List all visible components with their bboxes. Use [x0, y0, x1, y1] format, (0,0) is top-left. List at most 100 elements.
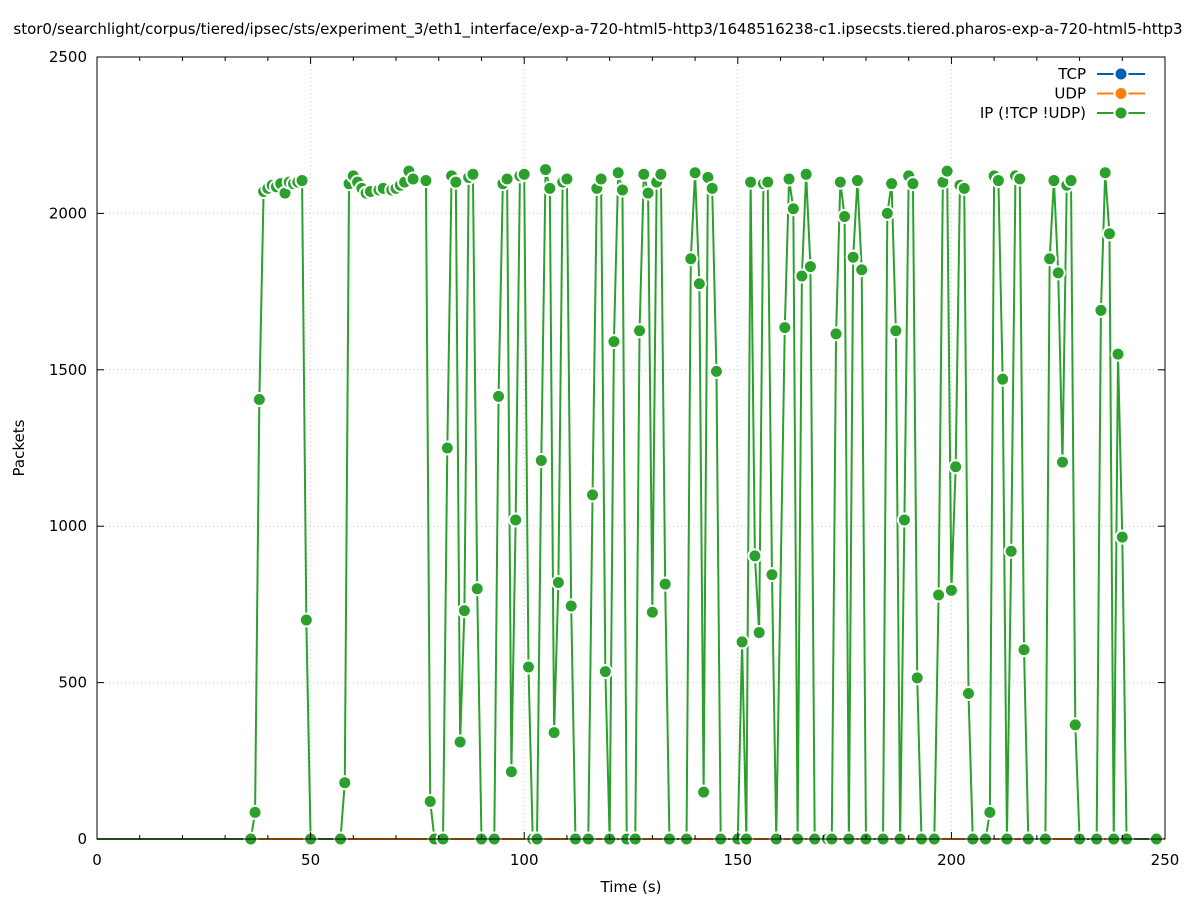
data-point: [657, 576, 673, 592]
y-tick-label: 2000: [49, 204, 87, 222]
data-point: [837, 209, 853, 225]
data-point: [508, 512, 524, 528]
legend-marker: [1113, 105, 1129, 121]
data-point: [909, 670, 925, 686]
data-point: [828, 326, 844, 342]
data-point: [849, 173, 865, 189]
data-point: [1003, 543, 1019, 559]
data-point: [520, 659, 536, 675]
legend-label: UDP: [1054, 85, 1086, 103]
data-point: [785, 201, 801, 217]
data-point: [542, 180, 558, 196]
data-point: [939, 163, 955, 179]
data-point: [798, 166, 814, 182]
data-point: [538, 162, 554, 178]
data-point: [879, 205, 895, 221]
y-tick-label: 1500: [49, 361, 87, 379]
data-point: [1016, 642, 1032, 658]
data-point: [1067, 717, 1083, 733]
data-point: [247, 804, 263, 820]
data-point: [1042, 251, 1058, 267]
data-point: [683, 251, 699, 267]
data-point: [533, 453, 549, 469]
data-point: [491, 388, 507, 404]
data-point: [563, 598, 579, 614]
data-point: [337, 775, 353, 791]
data-point: [696, 784, 712, 800]
data-point: [1101, 226, 1117, 242]
data-point: [503, 764, 519, 780]
data-point: [452, 734, 468, 750]
data-point: [734, 634, 750, 650]
data-point: [465, 166, 481, 182]
data-point: [456, 603, 472, 619]
data-point: [845, 249, 861, 265]
data-point: [644, 604, 660, 620]
data-point: [948, 459, 964, 475]
grid: [97, 57, 1165, 839]
data-point: [802, 259, 818, 275]
y-tick-label: 1000: [49, 517, 87, 535]
data-point: [832, 174, 848, 190]
data-point: [1093, 302, 1109, 318]
data-point: [294, 173, 310, 189]
data-point: [777, 320, 793, 336]
data-point: [610, 165, 626, 181]
data-point: [995, 371, 1011, 387]
y-axis-title: Packets: [10, 419, 28, 476]
data-point: [691, 276, 707, 292]
data-point: [418, 173, 434, 189]
data-point: [956, 180, 972, 196]
data-point: [1054, 454, 1070, 470]
data-point: [960, 686, 976, 702]
data-point: [469, 581, 485, 597]
data-point: [546, 725, 562, 741]
data-point: [884, 176, 900, 192]
series-3: [97, 162, 1164, 847]
data-point: [1097, 165, 1113, 181]
data-point: [593, 171, 609, 187]
data-point: [614, 182, 630, 198]
y-tick-label: 500: [58, 674, 87, 692]
series-line: [97, 168, 1157, 840]
data-point: [747, 548, 763, 564]
data-point: [606, 334, 622, 350]
legend-label: IP (!TCP !UDP): [980, 104, 1086, 122]
data-point: [781, 171, 797, 187]
data-point: [653, 166, 669, 182]
x-tick-label: 0: [92, 851, 102, 869]
x-tick-label: 200: [937, 851, 966, 869]
data-point: [743, 174, 759, 190]
data-point: [585, 487, 601, 503]
data-point: [687, 165, 703, 181]
x-axis-title: Time (s): [600, 878, 662, 896]
data-point: [1012, 171, 1028, 187]
data-point: [597, 664, 613, 680]
x-tick-label: 150: [723, 851, 752, 869]
data-point: [499, 171, 515, 187]
legend-marker: [1113, 66, 1129, 82]
data-point: [982, 804, 998, 820]
x-tick-label: 250: [1151, 851, 1180, 869]
data-point: [550, 575, 566, 591]
data-point: [896, 512, 912, 528]
data-point: [764, 567, 780, 583]
y-tick-label: 2500: [49, 48, 87, 66]
x-tick-label: 50: [301, 851, 320, 869]
data-point: [794, 268, 810, 284]
chart-title: stor0/searchlight/corpus/tiered/ipsec/st…: [13, 20, 1182, 39]
data-point: [943, 582, 959, 598]
legend-label: TCP: [1057, 65, 1086, 83]
data-point: [1110, 346, 1126, 362]
series-layer: [97, 162, 1165, 847]
data-point: [1114, 529, 1130, 545]
data-point: [704, 180, 720, 196]
legend-marker: [1113, 86, 1129, 101]
data-point: [405, 171, 421, 187]
data-point: [760, 174, 776, 190]
y-tick-label: 0: [77, 830, 87, 848]
data-point: [422, 793, 438, 809]
